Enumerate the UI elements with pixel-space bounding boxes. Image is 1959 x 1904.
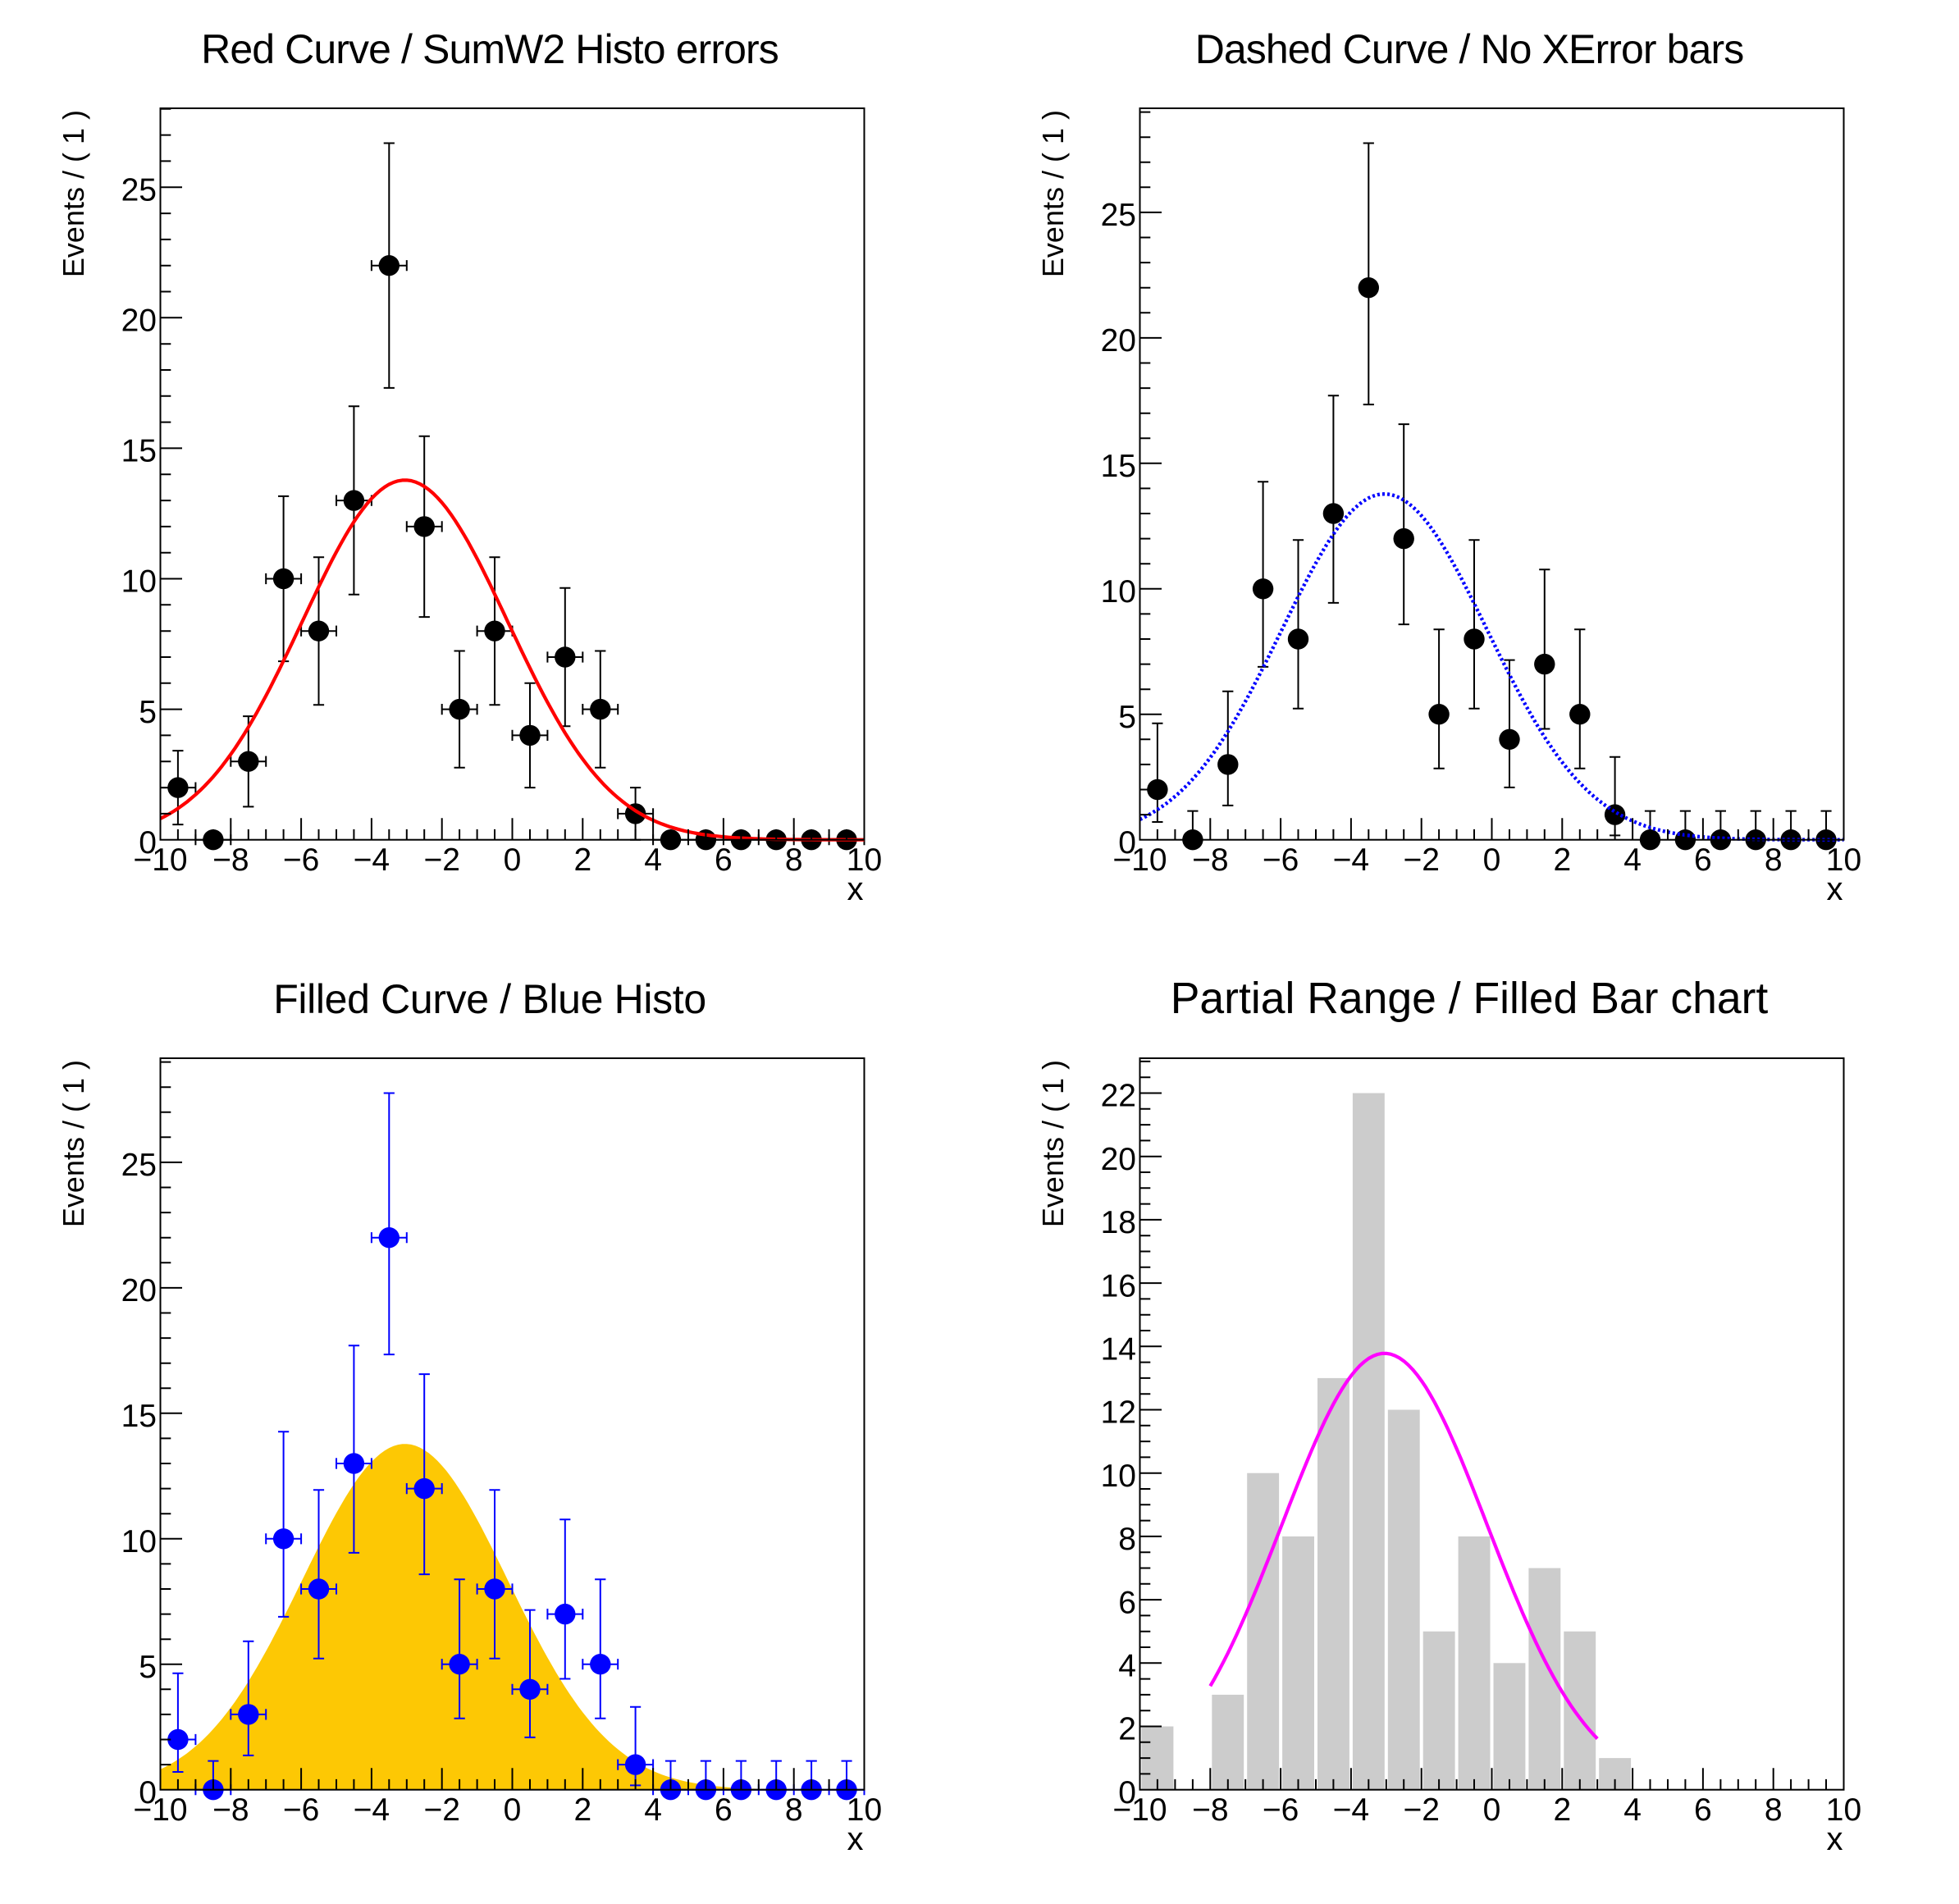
svg-text:4: 4 [1623,842,1642,878]
svg-text:8: 8 [1118,1522,1136,1557]
svg-text:2: 2 [573,842,591,878]
svg-text:20: 20 [121,1273,157,1308]
svg-text:0: 0 [1118,1775,1136,1810]
svg-text:8: 8 [785,1792,803,1828]
svg-text:15: 15 [121,434,157,469]
svg-text:20: 20 [1101,323,1136,358]
svg-text:12: 12 [1101,1395,1136,1431]
svg-text:4: 4 [1118,1649,1136,1684]
svg-text:−4: −4 [354,842,390,878]
svg-text:25: 25 [121,172,157,208]
svg-text:10: 10 [121,1524,157,1559]
svg-text:18: 18 [1101,1205,1136,1240]
svg-text:−8: −8 [212,842,249,878]
svg-text:10: 10 [1101,574,1136,610]
svg-text:4: 4 [1623,1792,1642,1828]
svg-text:10: 10 [1826,1792,1861,1828]
svg-text:−8: −8 [212,1792,249,1828]
svg-text:15: 15 [1101,449,1136,484]
svg-text:6: 6 [715,1792,733,1828]
svg-text:22: 22 [1101,1079,1136,1114]
svg-text:10: 10 [1826,842,1861,878]
svg-text:−6: −6 [283,842,319,878]
svg-text:Red Curve / SumW2 Histo errors: Red Curve / SumW2 Histo errors [201,26,779,72]
svg-text:10: 10 [1101,1459,1136,1494]
svg-text:Events / ( 1 ): Events / ( 1 ) [57,1060,90,1227]
svg-text:x: x [1827,871,1843,907]
svg-text:x: x [847,871,864,907]
svg-text:15: 15 [121,1399,157,1434]
svg-text:0: 0 [1118,825,1136,861]
svg-text:8: 8 [785,842,803,878]
svg-text:−8: −8 [1192,842,1228,878]
svg-text:Dashed Curve / No XError bars: Dashed Curve / No XError bars [1195,26,1744,72]
svg-text:10: 10 [847,1792,882,1828]
svg-text:14: 14 [1101,1332,1136,1368]
svg-text:−2: −2 [1403,842,1439,878]
svg-text:0: 0 [504,842,522,878]
svg-text:−10: −10 [133,1792,187,1828]
svg-text:−10: −10 [1112,1792,1167,1828]
svg-text:2: 2 [1118,1712,1136,1747]
svg-text:16: 16 [1101,1268,1136,1304]
svg-text:5: 5 [139,1650,157,1685]
svg-text:2: 2 [1553,1792,1571,1828]
svg-text:10: 10 [847,842,882,878]
svg-text:25: 25 [1101,198,1136,233]
svg-text:8: 8 [1765,842,1783,878]
svg-text:Events / ( 1 ): Events / ( 1 ) [1036,110,1070,277]
svg-text:2: 2 [573,1792,591,1828]
svg-text:Events / ( 1 ): Events / ( 1 ) [1036,1060,1070,1227]
svg-text:6: 6 [1694,1792,1712,1828]
svg-text:4: 4 [644,1792,662,1828]
svg-text:−6: −6 [1263,1792,1299,1828]
svg-text:Events / ( 1 ): Events / ( 1 ) [57,110,90,277]
svg-text:0: 0 [1483,1792,1501,1828]
svg-text:−10: −10 [1112,842,1167,878]
svg-text:0: 0 [504,1792,522,1828]
svg-text:6: 6 [1118,1585,1136,1620]
svg-text:−8: −8 [1192,1792,1228,1828]
svg-text:−2: −2 [423,1792,459,1828]
svg-text:−4: −4 [1333,1792,1369,1828]
svg-text:−2: −2 [423,842,459,878]
svg-text:8: 8 [1765,1792,1783,1828]
svg-text:0: 0 [139,825,157,861]
svg-text:0: 0 [1483,842,1501,878]
svg-text:−6: −6 [283,1792,319,1828]
svg-text:5: 5 [1118,700,1136,735]
svg-text:−4: −4 [1333,842,1369,878]
svg-text:20: 20 [121,304,157,339]
svg-text:2: 2 [1553,842,1571,878]
svg-text:10: 10 [121,564,157,600]
svg-text:−6: −6 [1263,842,1299,878]
svg-text:25: 25 [121,1148,157,1183]
svg-text:−2: −2 [1403,1792,1439,1828]
svg-text:Filled Curve / Blue Histo: Filled Curve / Blue Histo [273,976,706,1022]
svg-text:−10: −10 [133,842,187,878]
svg-text:x: x [1827,1821,1843,1857]
svg-text:5: 5 [139,695,157,730]
svg-text:x: x [847,1821,864,1857]
svg-text:Partial Range / Filled Bar cha: Partial Range / Filled Bar chart [1171,975,1769,1023]
svg-text:6: 6 [715,842,733,878]
svg-text:−4: −4 [354,1792,390,1828]
svg-text:4: 4 [644,842,662,878]
svg-text:20: 20 [1101,1142,1136,1177]
svg-text:0: 0 [139,1775,157,1810]
svg-text:6: 6 [1694,842,1712,878]
